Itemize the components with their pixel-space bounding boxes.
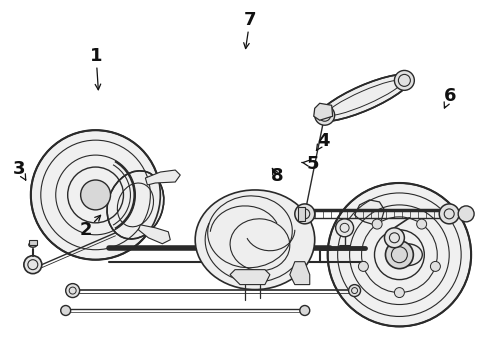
Polygon shape xyxy=(290,262,310,285)
Circle shape xyxy=(24,256,42,274)
Polygon shape xyxy=(146,170,180,185)
Text: 8: 8 xyxy=(270,167,283,185)
Circle shape xyxy=(81,180,111,210)
Circle shape xyxy=(66,284,80,298)
Circle shape xyxy=(328,183,471,327)
Circle shape xyxy=(430,261,441,271)
Circle shape xyxy=(394,288,404,298)
Text: 5: 5 xyxy=(307,155,319,173)
Polygon shape xyxy=(230,270,270,285)
Circle shape xyxy=(385,228,404,248)
Ellipse shape xyxy=(318,75,412,121)
Ellipse shape xyxy=(195,190,315,289)
Circle shape xyxy=(386,241,414,269)
Circle shape xyxy=(336,219,354,237)
Circle shape xyxy=(300,306,310,315)
Polygon shape xyxy=(314,103,333,120)
Circle shape xyxy=(394,71,415,90)
Polygon shape xyxy=(29,240,37,245)
Text: 1: 1 xyxy=(90,47,102,65)
Text: 2: 2 xyxy=(80,221,93,239)
Circle shape xyxy=(372,219,382,229)
Polygon shape xyxy=(298,207,305,221)
Ellipse shape xyxy=(107,171,164,239)
Circle shape xyxy=(295,204,315,224)
Circle shape xyxy=(61,306,71,315)
Polygon shape xyxy=(138,225,171,244)
Circle shape xyxy=(416,219,427,229)
Circle shape xyxy=(315,105,335,125)
Ellipse shape xyxy=(392,244,422,266)
Circle shape xyxy=(439,204,459,224)
Text: 4: 4 xyxy=(317,131,329,149)
Circle shape xyxy=(348,285,361,297)
Circle shape xyxy=(31,130,160,260)
Circle shape xyxy=(358,261,368,271)
Text: 6: 6 xyxy=(444,87,456,105)
Polygon shape xyxy=(355,200,385,225)
Ellipse shape xyxy=(29,242,37,247)
Text: 3: 3 xyxy=(13,160,26,178)
Text: 7: 7 xyxy=(244,12,256,30)
Circle shape xyxy=(458,206,474,222)
